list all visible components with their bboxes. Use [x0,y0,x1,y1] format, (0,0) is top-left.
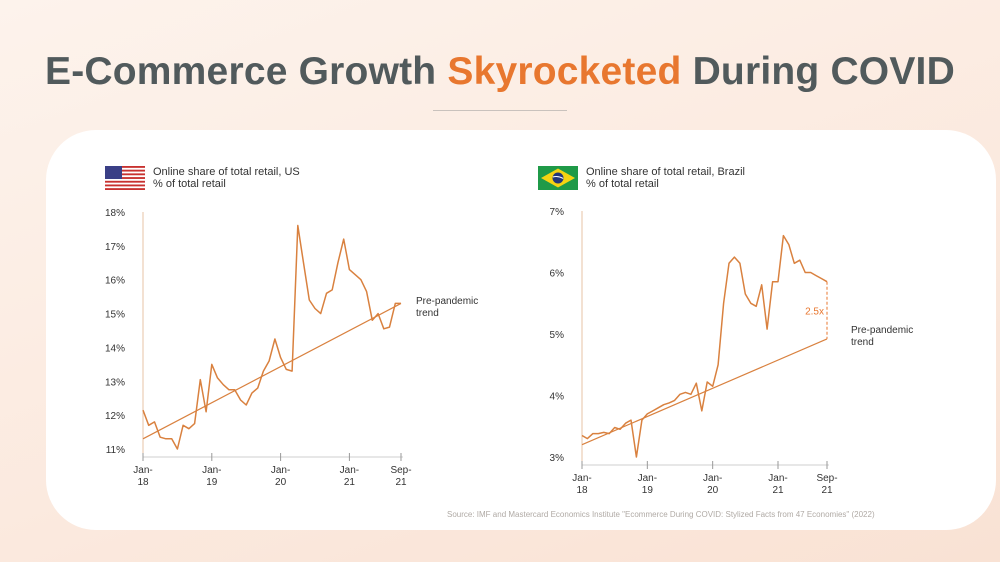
us-x-tick-label: 21 [344,477,356,488]
brazil-flag-icon [538,166,578,190]
brazil-series-line [581,234,828,458]
charts-card [46,130,996,530]
source-note: Source: IMF and Mastercard Economics Ins… [447,510,875,519]
us-flag-icon [105,166,145,190]
page-title: E-Commerce Growth Skyrocketed During COV… [0,50,1000,94]
us-x-tick-label: Jan- [271,465,290,476]
us-x-tick-label: Jan- [340,465,359,476]
brazil-x-tick-label: 21 [772,485,784,496]
us-y-tick-label: 14% [105,343,125,354]
brazil-y-tick-label: 7% [550,207,565,218]
us-x-tick-label: 20 [275,477,287,488]
brazil-x-tick-label: 21 [821,485,833,496]
brazil-chart-header: Online share of total retail, Brazil % o… [538,166,745,190]
brazil-y-tick-label: 5% [550,330,565,341]
us-y-tick-label: 11% [106,445,125,456]
us-x-tick-label: 19 [206,477,218,488]
title-part-1: E-Commerce Growth [45,50,448,93]
title-divider [433,110,567,111]
us-chart-header: Online share of total retail, US % of to… [105,166,300,190]
us-y-tick-label: 17% [105,242,125,253]
brazil-annotation-label: 2.5x [805,306,824,317]
brazil-y-tick-label: 6% [550,269,565,280]
us-trend-label: trend [416,308,439,319]
us-chart-subtitle: % of total retail [153,178,226,190]
title-accent: Skyrocketed [447,50,682,93]
us-y-tick-label: 15% [105,310,125,321]
us-x-tick-label: 21 [395,477,407,488]
brazil-x-tick-label: 19 [642,485,654,496]
brazil-chart-subtitle: % of total retail [586,178,659,190]
us-x-tick-label: Jan- [202,465,221,476]
us-trend-line [142,302,402,440]
brazil-y-tick-label: 4% [550,392,565,403]
title-part-2: During COVID [681,50,955,93]
brazil-x-tick-label: Sep- [816,473,837,484]
brazil-y-tick-label: 3% [550,453,565,464]
us-trend-label: Pre-pandemic [416,296,478,307]
us-y-tick-label: 12% [105,411,125,422]
brazil-x-tick-label: Jan- [768,473,787,484]
us-y-tick-label: 16% [105,276,125,287]
brazil-x-tick-label: 20 [707,485,719,496]
us-x-tick-label: 18 [137,477,149,488]
brazil-x-tick-label: Jan- [703,473,722,484]
brazil-trend-label: Pre-pandemic [851,325,913,336]
brazil-x-tick-label: Jan- [572,473,591,484]
brazil-trend-label: trend [851,337,874,348]
us-series-line [142,224,401,450]
brazil-x-tick-label: Jan- [638,473,657,484]
brazil-x-tick-label: 18 [576,485,588,496]
us-x-tick-label: Jan- [133,465,152,476]
us-x-tick-label: Sep- [390,465,411,476]
brazil-chart-title: Online share of total retail, Brazil [586,166,745,178]
us-chart-title: Online share of total retail, US [153,166,300,178]
us-y-tick-label: 18% [105,208,125,219]
us-y-tick-label: 13% [105,377,125,388]
